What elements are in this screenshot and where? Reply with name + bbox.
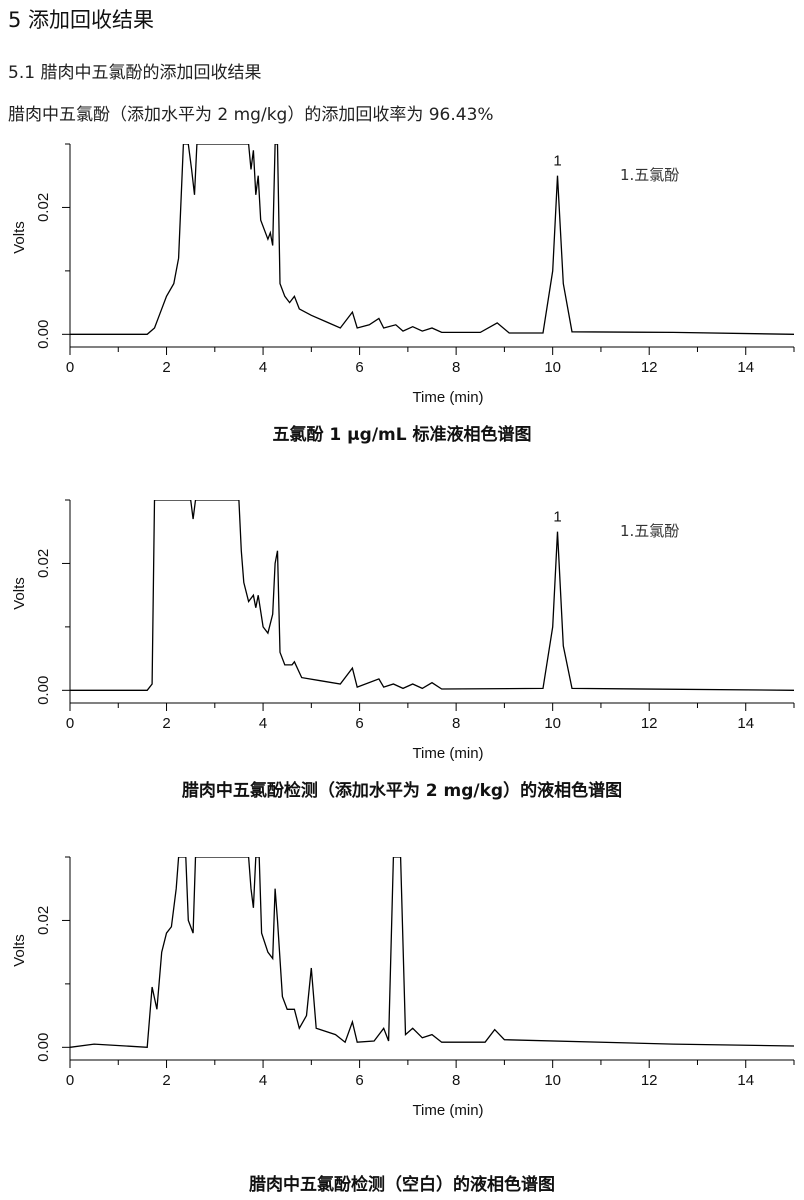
peak-label: 1 bbox=[553, 509, 561, 526]
x-tick-label: 8 bbox=[452, 359, 460, 376]
section-heading: 5 添加回收结果 bbox=[8, 8, 155, 32]
x-tick-label: 14 bbox=[737, 359, 754, 376]
chromatogram-standard-svg: 0 2 4 6 8 10 12 14 0.00 0.02 Time (min) Volts 1 1.五氯酚 bbox=[11, 143, 795, 406]
y-tick-label: 0.00 bbox=[35, 1033, 52, 1062]
y-tick-label: 0.02 bbox=[35, 549, 52, 578]
chromatogram-spiked-svg: 0 2 4 6 8 10 12 14 0.00 0.02 Time (min) Volts 1 1.五氯酚 bbox=[11, 499, 795, 762]
x-tick-label: 6 bbox=[355, 1072, 363, 1089]
y-tick-label: 0.00 bbox=[35, 320, 52, 349]
x-tick-label: 14 bbox=[737, 1072, 754, 1089]
peak-label: 1 bbox=[553, 153, 561, 170]
x-tick-label: 0 bbox=[66, 1072, 74, 1089]
x-axis-label: Time (min) bbox=[412, 1102, 483, 1119]
x-tick-label: 4 bbox=[259, 1072, 267, 1089]
chromatogram-blank-svg: 0 2 4 6 8 10 12 14 0.00 0.02 Time (min) Volts bbox=[11, 856, 795, 1119]
x-tick-label: 12 bbox=[641, 715, 658, 732]
caption-blank: 腊肉中五氯酚检测（空白）的液相色谱图 bbox=[249, 1175, 555, 1195]
x-tick-label: 4 bbox=[259, 715, 267, 732]
x-tick-label: 4 bbox=[259, 359, 267, 376]
x-tick-label: 6 bbox=[355, 359, 363, 376]
chromatogram-trace bbox=[70, 500, 794, 691]
y-tick-label: 0.02 bbox=[35, 906, 52, 935]
x-tick-label: 10 bbox=[544, 715, 561, 732]
x-tick-label: 10 bbox=[544, 359, 561, 376]
subsection-heading: 5.1 腊肉中五氯酚的添加回收结果 bbox=[8, 63, 262, 83]
y-tick-label: 0.00 bbox=[35, 676, 52, 705]
x-tick-label: 0 bbox=[66, 359, 74, 376]
chromatogram-spiked: 0 2 4 6 8 10 12 14 0.00 0.02 Time (min) Volts 1 1.五氯酚 bbox=[0, 496, 804, 796]
chromatogram-trace bbox=[70, 857, 794, 1048]
caption-standard: 五氯酚 1 μg/mL 标准液相色谱图 bbox=[272, 425, 532, 445]
x-tick-label: 0 bbox=[66, 715, 74, 732]
x-tick-label: 14 bbox=[737, 715, 754, 732]
x-axis-label: Time (min) bbox=[412, 745, 483, 762]
chromatogram-trace bbox=[70, 144, 794, 335]
chromatogram-blank: 0 2 4 6 8 10 12 14 0.00 0.02 Time (min) Volts bbox=[0, 853, 804, 1153]
x-tick-label: 2 bbox=[162, 715, 170, 732]
x-tick-label: 6 bbox=[355, 715, 363, 732]
x-tick-label: 12 bbox=[641, 1072, 658, 1089]
caption-spiked: 腊肉中五氯酚检测（添加水平为 2 mg/kg）的液相色谱图 bbox=[181, 781, 623, 801]
y-axis-label: Volts bbox=[11, 577, 28, 610]
x-tick-label: 12 bbox=[641, 359, 658, 376]
x-axis-label: Time (min) bbox=[412, 389, 483, 406]
recovery-paragraph: 腊肉中五氯酚（添加水平为 2 mg/kg）的添加回收率为 96.43% bbox=[8, 105, 494, 125]
y-axis-label: Volts bbox=[11, 221, 28, 254]
x-tick-label: 8 bbox=[452, 1072, 460, 1089]
legend-label: 1.五氯酚 bbox=[620, 166, 679, 184]
y-axis-label: Volts bbox=[11, 934, 28, 967]
x-tick-label: 10 bbox=[544, 1072, 561, 1089]
x-tick-label: 2 bbox=[162, 359, 170, 376]
x-tick-label: 2 bbox=[162, 1072, 170, 1089]
x-tick-label: 8 bbox=[452, 715, 460, 732]
y-tick-label: 0.02 bbox=[35, 193, 52, 222]
legend-label: 1.五氯酚 bbox=[620, 522, 679, 540]
chromatogram-standard: 0 2 4 6 8 10 12 14 0.00 0.02 Time (min) Volts 1 1.五氯酚 bbox=[0, 140, 804, 440]
